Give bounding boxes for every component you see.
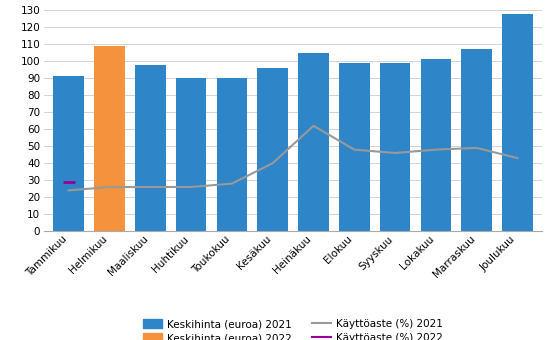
Bar xyxy=(461,49,492,231)
Bar xyxy=(94,63,125,231)
Bar xyxy=(502,14,533,231)
Bar xyxy=(217,78,247,231)
Bar xyxy=(380,63,410,231)
Bar xyxy=(54,76,84,231)
Bar xyxy=(339,63,369,231)
Bar xyxy=(257,68,288,231)
Legend: Keskihinta (euroa) 2021, Keskihinta (euroa) 2022, Käyttöaste (%) 2021, Käyttöast: Keskihinta (euroa) 2021, Keskihinta (eur… xyxy=(139,315,447,340)
Bar xyxy=(298,53,329,231)
Bar xyxy=(421,59,451,231)
Bar xyxy=(135,65,165,231)
Bar xyxy=(176,78,206,231)
Bar xyxy=(94,46,125,231)
